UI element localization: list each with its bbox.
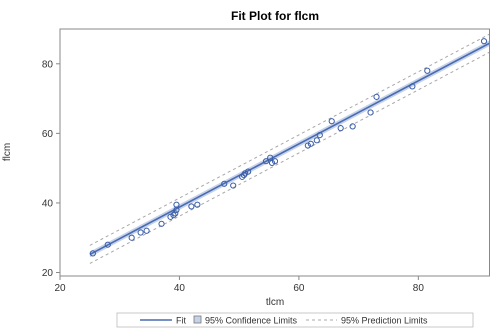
data-point bbox=[328, 118, 335, 125]
data-point bbox=[271, 158, 279, 165]
data-point bbox=[158, 220, 165, 227]
data-point bbox=[137, 229, 144, 236]
data-point bbox=[424, 67, 431, 74]
data-point bbox=[313, 137, 320, 144]
data-point bbox=[240, 172, 248, 179]
data-point bbox=[245, 168, 252, 175]
data-point bbox=[167, 213, 174, 220]
plot-area bbox=[89, 33, 490, 264]
data-point bbox=[221, 180, 228, 187]
legend-fit-label: Fit bbox=[176, 316, 186, 326]
y-axis-label: flcm bbox=[2, 143, 13, 161]
fit-line bbox=[89, 42, 490, 256]
y-tick-label: 40 bbox=[42, 198, 54, 209]
data-point bbox=[188, 203, 195, 210]
plot-content bbox=[89, 33, 490, 264]
data-point bbox=[367, 109, 374, 116]
data-point bbox=[104, 241, 111, 248]
data-point bbox=[172, 210, 179, 217]
data-point bbox=[143, 227, 150, 234]
x-tick-label: 60 bbox=[293, 283, 305, 294]
data-point bbox=[480, 38, 488, 45]
x-tick-label: 40 bbox=[174, 283, 186, 294]
legend-prediction-label: 95% Prediction Limits bbox=[341, 316, 428, 326]
prediction-upper-line bbox=[89, 33, 490, 246]
data-point bbox=[316, 132, 323, 139]
y-tick-label: 60 bbox=[42, 129, 54, 140]
prediction-lower-line bbox=[89, 51, 490, 264]
data-point bbox=[89, 250, 96, 257]
data-point bbox=[230, 182, 237, 189]
plot-frame bbox=[59, 28, 490, 277]
y-tick-label: 80 bbox=[42, 59, 54, 70]
x-axis-label: tlcm bbox=[266, 297, 284, 308]
x-tick-label: 20 bbox=[54, 283, 66, 294]
data-point bbox=[262, 158, 270, 165]
legend-confidence-swatch bbox=[193, 315, 202, 324]
data-point bbox=[239, 173, 246, 180]
data-point bbox=[173, 201, 180, 208]
x-tick-label: 80 bbox=[413, 283, 425, 294]
data-point bbox=[128, 234, 135, 241]
data-point bbox=[267, 154, 274, 161]
data-point bbox=[349, 123, 356, 130]
data-point bbox=[409, 83, 416, 90]
legend-confidence-label: 95% Confidence Limits bbox=[205, 316, 298, 326]
data-point bbox=[373, 93, 380, 100]
y-tick-label: 20 bbox=[42, 268, 54, 279]
data-point bbox=[304, 142, 311, 149]
legend-box bbox=[116, 312, 474, 328]
data-point bbox=[337, 125, 344, 132]
chart-title: Fit Plot for flcm bbox=[231, 9, 319, 23]
legend: Fit 95% Confidence Limits 95% Prediction L… bbox=[116, 312, 474, 328]
data-point bbox=[194, 201, 201, 208]
data-point bbox=[268, 159, 276, 167]
data-point bbox=[170, 212, 177, 219]
data-point bbox=[307, 140, 314, 147]
x-axis: 20 40 60 80 bbox=[54, 276, 424, 294]
y-axis: 20 40 60 80 bbox=[42, 59, 60, 279]
